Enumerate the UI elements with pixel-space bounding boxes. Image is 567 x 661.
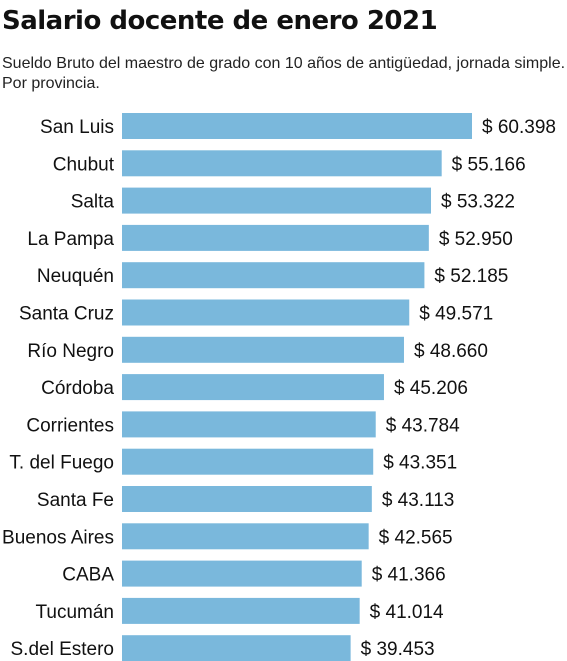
- bar-row: Chubut $ 55.166: [53, 150, 526, 177]
- category-label: CABA: [62, 565, 114, 586]
- category-label: Tucumán: [36, 602, 115, 623]
- value-label: $ 42.565: [379, 527, 453, 548]
- bar-row: CABA $ 41.366: [62, 560, 446, 587]
- bar-row: Santa Fe $ 43.113: [37, 486, 455, 512]
- value-label: $ 45.206: [394, 378, 468, 399]
- bar-row: La Pampa $ 52.950: [27, 224, 513, 251]
- bar: [122, 597, 360, 624]
- category-label: Chubut: [53, 154, 115, 175]
- bar: [122, 113, 472, 139]
- value-label: $ 52.950: [439, 229, 513, 250]
- category-label: Salta: [71, 192, 115, 213]
- bar: [122, 187, 431, 214]
- value-label: $ 49.571: [419, 304, 493, 325]
- bar: [122, 635, 351, 661]
- bar-row: Corrientes $ 43.784: [26, 411, 460, 438]
- value-label: $ 60.398: [482, 117, 556, 138]
- value-label: $ 55.166: [452, 154, 526, 175]
- bar: [122, 411, 376, 438]
- chart-title: Salario docente de enero 2021: [2, 6, 438, 36]
- category-label: Santa Fe: [37, 490, 114, 511]
- value-label: $ 48.660: [414, 341, 488, 362]
- value-label: $ 39.453: [361, 639, 435, 660]
- value-label: $ 43.113: [382, 490, 455, 511]
- bar-row: Buenos Aires $ 42.565: [2, 523, 453, 550]
- bar: [122, 374, 384, 401]
- category-label: Santa Cruz: [19, 304, 114, 325]
- value-label: $ 43.784: [386, 415, 460, 436]
- category-label: San Luis: [40, 117, 114, 138]
- bar: [122, 224, 429, 251]
- category-label: La Pampa: [27, 229, 114, 250]
- bar-row: Neuquén $ 52.185: [37, 262, 508, 289]
- category-label: T. del Fuego: [9, 453, 114, 474]
- bar-row: S.del Estero $ 39.453: [11, 635, 435, 661]
- bar: [122, 523, 369, 550]
- value-label: $ 41.014: [370, 602, 444, 623]
- bar: [122, 448, 374, 475]
- category-label: Neuquén: [37, 266, 114, 287]
- bar-chart: San Luis $ 60.398 Chubut $ 55.166 Salta $ 53.…: [0, 106, 567, 661]
- category-label: Corrientes: [26, 415, 114, 436]
- bar: [122, 486, 372, 512]
- category-label: S.del Estero: [11, 639, 115, 660]
- bar-row: Santa Cruz $ 49.571: [19, 299, 493, 326]
- bar: [122, 560, 362, 587]
- category-label: Córdoba: [41, 378, 114, 399]
- bar: [122, 150, 442, 177]
- bar: [122, 262, 425, 289]
- value-label: $ 41.366: [372, 565, 446, 586]
- bar-row: San Luis $ 60.398: [40, 113, 556, 139]
- bar-row: T. del Fuego $ 43.351: [9, 448, 457, 475]
- bar-chart-svg: San Luis $ 60.398 Chubut $ 55.166 Salta $ 53.…: [2, 113, 556, 661]
- bar-row: Salta $ 53.322: [71, 187, 515, 214]
- bar-row: Tucumán $ 41.014: [36, 597, 444, 624]
- bar-row: Río Negro $ 48.660: [27, 336, 488, 363]
- value-label: $ 43.351: [383, 453, 457, 474]
- bar: [122, 299, 410, 326]
- category-label: Río Negro: [27, 341, 114, 362]
- value-label: $ 53.322: [441, 192, 515, 213]
- category-label: Buenos Aires: [2, 527, 114, 548]
- bar: [122, 336, 404, 363]
- chart-subtitle: Sueldo Bruto del maestro de grado con 10…: [2, 55, 566, 92]
- value-label: $ 52.185: [434, 266, 508, 287]
- bar-row: Córdoba $ 45.206: [41, 374, 468, 401]
